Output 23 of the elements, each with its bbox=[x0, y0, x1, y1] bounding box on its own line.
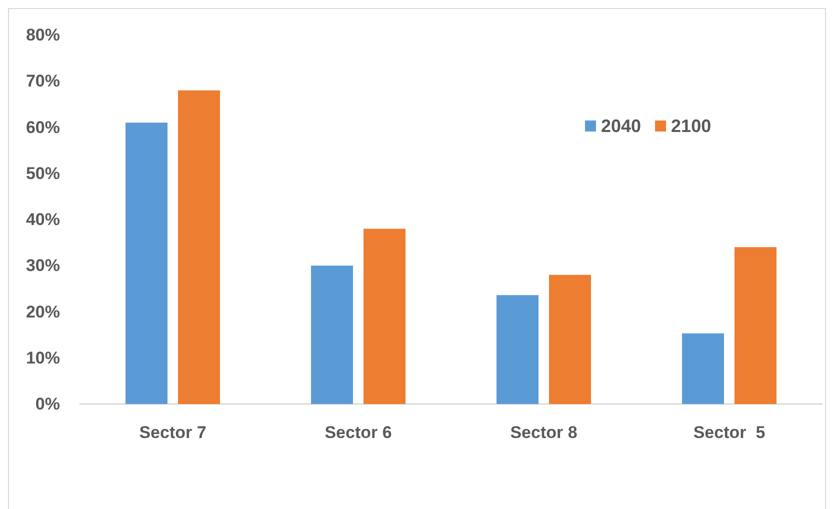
legend-label: 2040 bbox=[601, 116, 642, 136]
bar bbox=[682, 333, 724, 404]
y-tick-label: 70% bbox=[26, 72, 60, 91]
y-tick-label: 20% bbox=[26, 302, 60, 322]
y-tick-label: 40% bbox=[26, 210, 60, 229]
y-tick-label: 50% bbox=[26, 164, 60, 183]
bar bbox=[126, 122, 168, 404]
bar bbox=[734, 247, 776, 404]
y-tick-label: 30% bbox=[26, 256, 60, 276]
y-tick-label: 60% bbox=[26, 118, 60, 137]
bar bbox=[549, 274, 591, 404]
x-tick-label: Sector 7 bbox=[139, 423, 206, 442]
bar bbox=[178, 90, 220, 404]
bar bbox=[496, 295, 538, 404]
legend-label: 2100 bbox=[671, 116, 712, 136]
x-tick-label: Sector 6 bbox=[324, 423, 392, 442]
x-tick-label: Sector 8 bbox=[510, 423, 578, 442]
bar bbox=[311, 266, 353, 404]
x-tick-label: Sector 5 bbox=[693, 423, 766, 442]
y-tick-label: 80% bbox=[26, 26, 60, 44]
y-tick-label: 0% bbox=[35, 394, 60, 414]
y-tick-label: 10% bbox=[26, 348, 60, 368]
bar bbox=[364, 228, 406, 404]
